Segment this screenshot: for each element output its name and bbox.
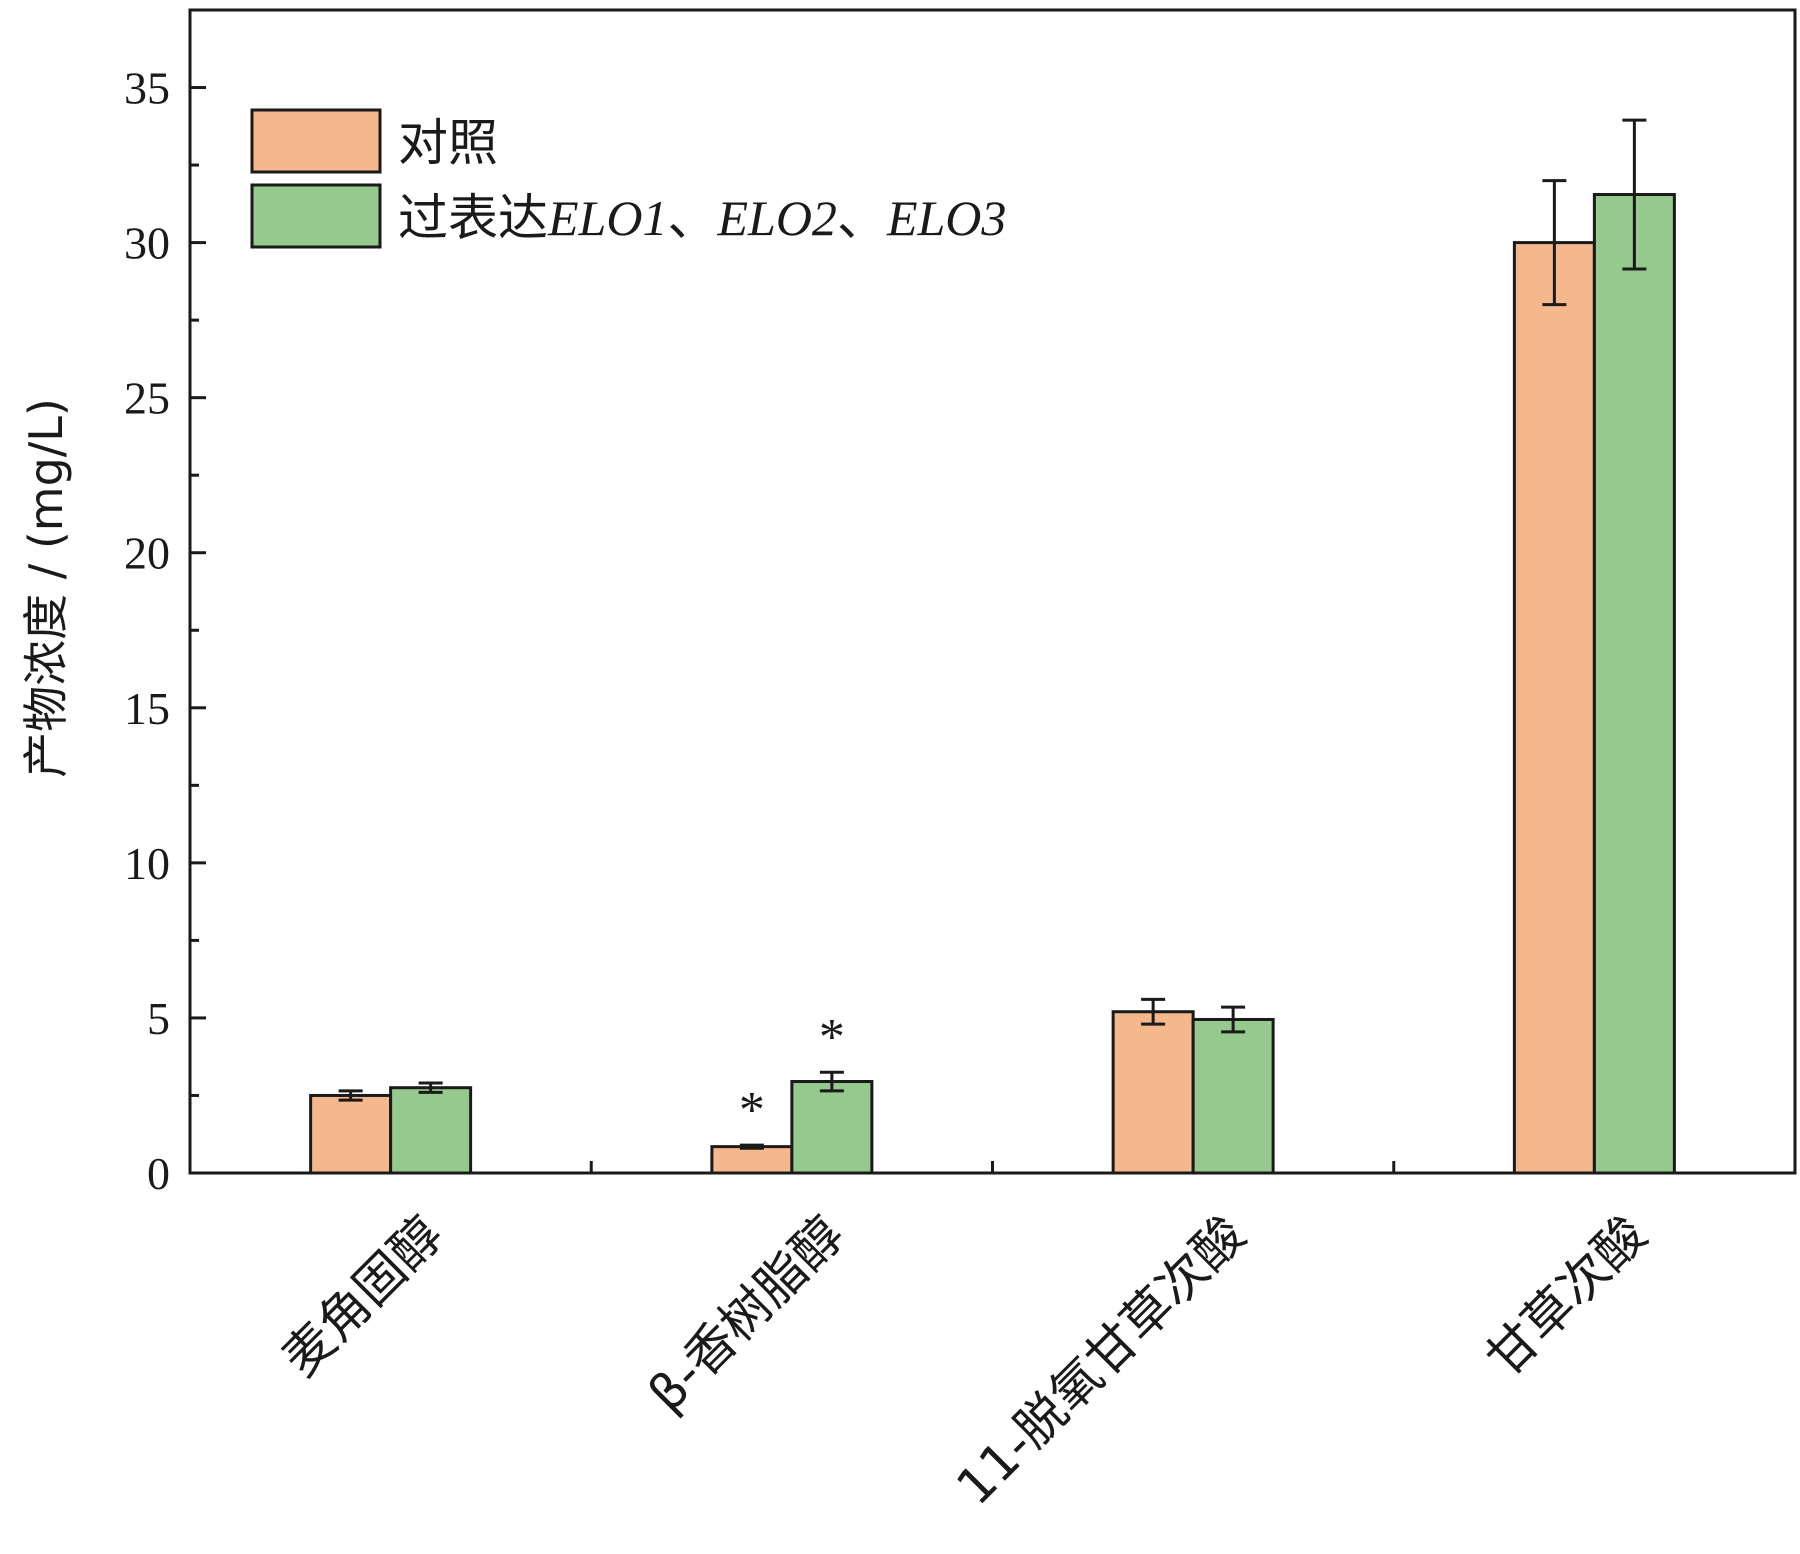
y-tick-label: 0 — [147, 1148, 170, 1199]
bar-control — [1111, 1010, 1195, 1175]
y-axis-title: 产物浓度 / (mg/L) — [19, 398, 73, 778]
bar-control — [309, 1093, 393, 1175]
legend-gene-name: ELO2 — [716, 190, 836, 246]
y-tick-label: 15 — [124, 683, 170, 734]
bar-control — [710, 1145, 794, 1175]
x-axis: 麦角固醇 β-香树脂醇 11-脱氧甘草次酸 甘草次酸 — [271, 1161, 1658, 1516]
legend-swatch — [250, 108, 382, 174]
legend-gene-name: ELO3 — [886, 190, 1006, 246]
significance-asterisk: * — [819, 1009, 845, 1066]
significance-asterisk: * — [739, 1082, 765, 1139]
category-label: 甘草次酸 — [1475, 1205, 1657, 1387]
bars — [309, 193, 1676, 1175]
legend-label: 对照 — [398, 115, 498, 171]
legend-separator: 、 — [667, 190, 717, 246]
bar-overexpression — [1191, 1017, 1275, 1175]
y-axis: 0 5 10 15 20 25 30 35 — [124, 8, 206, 1199]
legend-swatch — [250, 183, 382, 249]
y-tick-label: 20 — [124, 528, 170, 579]
category-label: β-香树脂醇 — [637, 1205, 855, 1423]
y-tick-label: 10 — [124, 838, 170, 889]
legend-label-text: 对照 — [398, 115, 498, 171]
legend-separator: 、 — [837, 190, 887, 246]
category-label: 11-脱氧甘草次酸 — [945, 1205, 1256, 1516]
bar-overexpression — [1592, 193, 1676, 1175]
y-tick-label: 25 — [124, 373, 170, 424]
y-tick-label: 35 — [124, 63, 170, 114]
significance-marks: ** — [739, 1009, 845, 1139]
y-tick-label: 30 — [124, 218, 170, 269]
bar-control — [1512, 241, 1596, 1175]
legend-gene-name: ELO1 — [547, 190, 667, 246]
y-tick-label: 5 — [147, 993, 170, 1044]
category-label: 麦角固醇 — [271, 1205, 453, 1387]
error-bars — [338, 118, 1647, 1150]
bar-overexpression — [790, 1080, 874, 1175]
legend-label-prefix: 过表达 — [398, 190, 548, 246]
legend-label: 过表达ELO1、ELO2、ELO3 — [398, 190, 1006, 246]
bar-overexpression — [389, 1086, 473, 1175]
